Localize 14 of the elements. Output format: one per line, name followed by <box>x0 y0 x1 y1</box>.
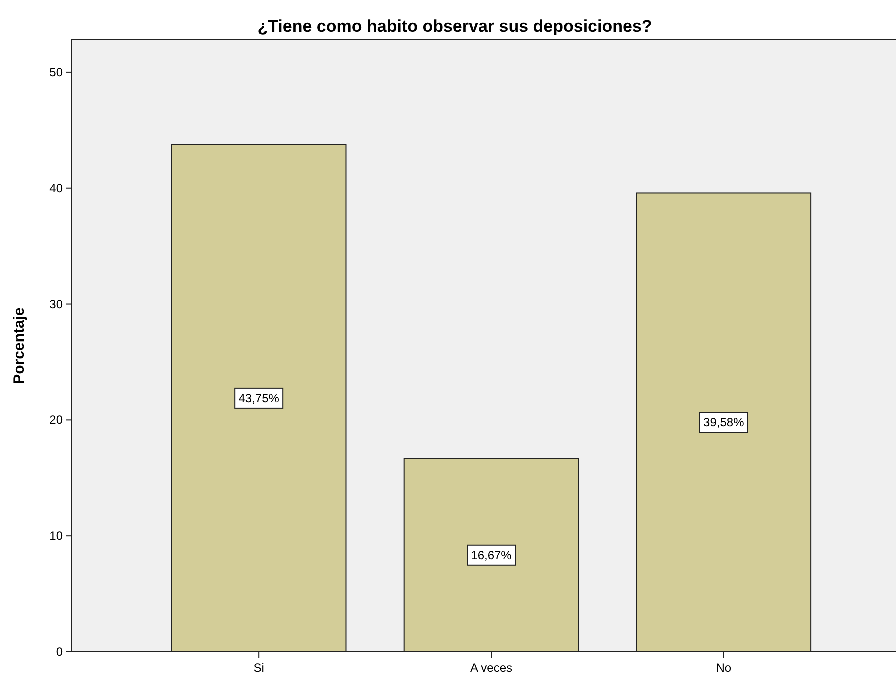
y-tick-label: 50 <box>50 65 64 80</box>
chart-title: ¿Tiene como habito observar sus deposiciones? <box>258 17 652 36</box>
y-axis-title: Porcentaje <box>11 308 28 384</box>
data-label: 39,58% <box>704 416 745 430</box>
y-tick-label: 10 <box>50 529 64 544</box>
x-tick-label: A veces <box>470 661 513 675</box>
y-tick-label: 20 <box>50 413 64 428</box>
y-tick-label: 0 <box>56 645 64 659</box>
x-tick-label: Si <box>254 661 264 675</box>
data-label: 43,75% <box>238 391 280 406</box>
data-label: 16,67% <box>471 548 512 562</box>
y-tick-label: 40 <box>50 181 64 196</box>
x-tick-label: No <box>716 661 732 675</box>
y-tick-label: 30 <box>50 297 64 312</box>
